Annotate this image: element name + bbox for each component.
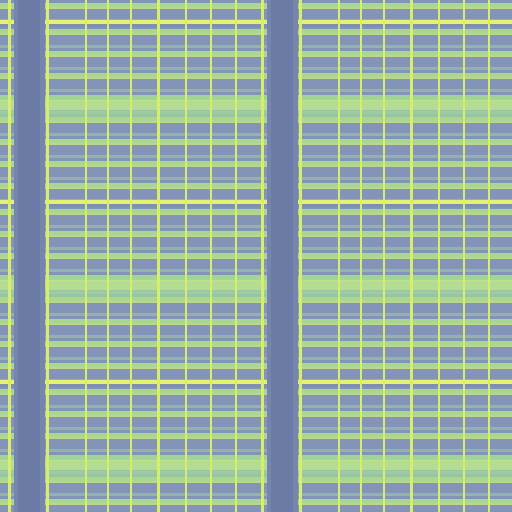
micrograph xyxy=(0,0,512,512)
page xyxy=(0,0,512,512)
circuit-pattern xyxy=(0,0,512,512)
